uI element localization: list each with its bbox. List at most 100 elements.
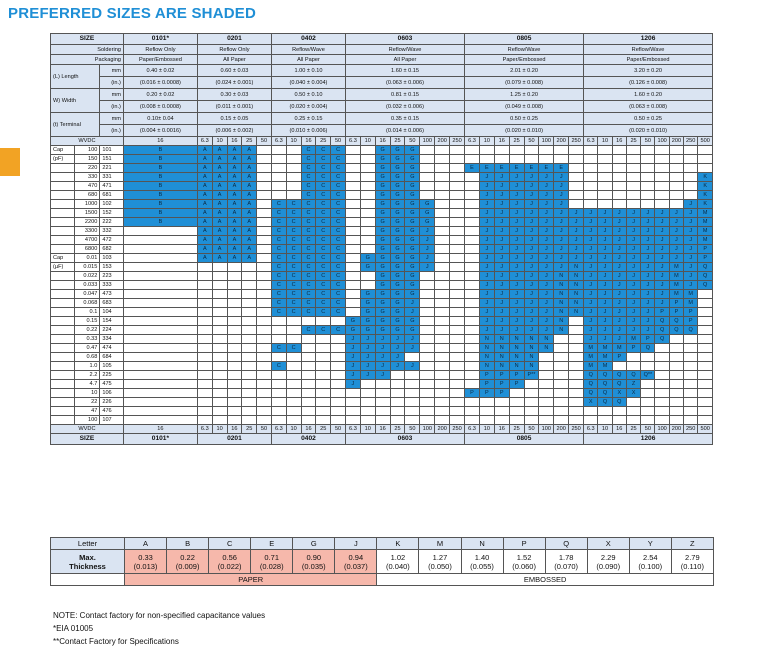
cap-unit bbox=[50, 244, 75, 254]
preferred-cell: N bbox=[568, 289, 585, 299]
wvdc-cell: 25 bbox=[241, 136, 258, 146]
empty-cell bbox=[449, 244, 466, 254]
preferred-cell: J bbox=[553, 208, 570, 218]
preferred-cell: J bbox=[640, 307, 656, 317]
thickness-in: (0.110) bbox=[680, 561, 704, 571]
empty-cell bbox=[285, 406, 302, 416]
wvdc-cell: 200 bbox=[553, 424, 570, 434]
empty-cell bbox=[625, 352, 642, 362]
thickness-mm: 1.78 bbox=[558, 552, 574, 562]
preferred-cell: A bbox=[196, 172, 213, 182]
table-row: 0.33 334 J J J J J N N N N N J J J M P Q bbox=[50, 334, 713, 344]
wvdc-cell: 10 bbox=[597, 424, 613, 434]
thickness-cell: 1.52 (0.060) bbox=[502, 549, 546, 574]
preferred-cell: G bbox=[404, 217, 421, 227]
empty-cell bbox=[434, 208, 451, 218]
preferred-cell: J bbox=[538, 244, 555, 254]
preferred-cell: J bbox=[611, 280, 627, 290]
empty-cell bbox=[434, 415, 451, 425]
preferred-cell: A bbox=[241, 154, 258, 164]
empty-cell bbox=[419, 388, 436, 398]
preferred-cell: J bbox=[568, 235, 585, 245]
empty-cell bbox=[211, 298, 228, 308]
empty-cell bbox=[122, 379, 198, 389]
empty-cell bbox=[196, 415, 213, 425]
wvdc-cell: 6.3 bbox=[583, 424, 599, 434]
empty-cell bbox=[449, 334, 466, 344]
preferred-cell: G bbox=[374, 145, 391, 155]
cap-value: 0.033 bbox=[73, 280, 101, 290]
wvdc-cell: 16 bbox=[226, 424, 243, 434]
preferred-cell: J bbox=[597, 271, 613, 281]
preferred-cell: G bbox=[404, 181, 421, 191]
empty-cell bbox=[196, 406, 213, 416]
max-thickness-label: Max. Thickness bbox=[50, 549, 125, 574]
empty-cell bbox=[241, 289, 258, 299]
thickness-mm: 1.27 bbox=[432, 552, 448, 562]
preferred-cell: C bbox=[300, 271, 317, 281]
wvdc-cell: 10 bbox=[597, 136, 613, 146]
wvdc-cell: 100 bbox=[654, 136, 670, 146]
empty-cell bbox=[523, 145, 540, 155]
empty-cell bbox=[668, 199, 685, 209]
wvdc-cell: 100 bbox=[419, 424, 436, 434]
preferred-cell: J bbox=[611, 334, 627, 344]
preferred-cell: J bbox=[538, 271, 555, 281]
cap-value: 47 bbox=[73, 406, 101, 416]
empty-cell bbox=[434, 235, 451, 245]
preferred-cell: G bbox=[374, 316, 391, 326]
preferred-cell: J bbox=[625, 307, 642, 317]
preferred-cell: N bbox=[538, 334, 555, 344]
empty-cell bbox=[449, 154, 466, 164]
preferred-cell: G bbox=[389, 217, 406, 227]
preferred-cell: J bbox=[553, 235, 570, 245]
table-row: 0.068 683 C C C C C G G G J J J J J J N N J J J J J J P M bbox=[50, 298, 713, 308]
empty-cell bbox=[654, 199, 670, 209]
preferred-cell: J bbox=[668, 244, 685, 254]
preferred-cell: N bbox=[568, 271, 585, 281]
size-label: SIZE bbox=[50, 33, 124, 45]
empty-cell bbox=[256, 343, 272, 353]
preferred-cell: A bbox=[211, 244, 228, 254]
preferred-cell: J bbox=[523, 226, 540, 236]
empty-cell bbox=[256, 334, 272, 344]
preferred-cell: C bbox=[270, 262, 287, 272]
preferred-cell: M bbox=[668, 289, 685, 299]
preferred-cell: J bbox=[553, 262, 570, 272]
empty-cell bbox=[196, 343, 213, 353]
preferred-cell: C bbox=[300, 289, 317, 299]
letter-cell: J bbox=[334, 537, 378, 550]
table-row: 22 226 X Q Q bbox=[50, 397, 713, 407]
preferred-cell: J bbox=[625, 262, 642, 272]
table-row: (t) Terminal mm 0.10± 0.04 0.15 ± 0.05 0.25 … bbox=[49, 112, 713, 137]
empty-cell bbox=[241, 307, 258, 317]
preferred-cell: J bbox=[583, 316, 599, 326]
empty-cell bbox=[344, 388, 361, 398]
empty-cell bbox=[449, 343, 466, 353]
wvdc-cell: 200 bbox=[668, 136, 685, 146]
preferred-cell: J bbox=[359, 334, 376, 344]
empty-cell bbox=[419, 334, 436, 344]
preferred-cell: G bbox=[404, 262, 421, 272]
empty-cell bbox=[434, 181, 451, 191]
preferred-cell: C bbox=[300, 154, 317, 164]
preferred-cell: J bbox=[583, 280, 599, 290]
dimension-in: (0.008 ± 0.0008) bbox=[122, 100, 198, 113]
empty-cell bbox=[434, 154, 451, 164]
preferred-cell: J bbox=[404, 361, 421, 371]
preferred-cell: J bbox=[640, 289, 656, 299]
empty-cell bbox=[122, 235, 198, 245]
empty-cell bbox=[553, 352, 570, 362]
preferred-cell: C bbox=[300, 199, 317, 209]
size-footer: 0201 bbox=[196, 433, 272, 445]
preferred-cell: A bbox=[196, 190, 213, 200]
empty-cell bbox=[654, 343, 670, 353]
thickness-in: (0.060) bbox=[512, 561, 536, 571]
unit-in: (in.) bbox=[99, 124, 124, 137]
preferred-cell: C bbox=[300, 190, 317, 200]
empty-cell bbox=[315, 334, 332, 344]
preferred-cell: J bbox=[683, 208, 699, 218]
preferred-cell: J bbox=[553, 190, 570, 200]
preferred-cell: J bbox=[508, 199, 525, 209]
empty-cell bbox=[625, 190, 642, 200]
